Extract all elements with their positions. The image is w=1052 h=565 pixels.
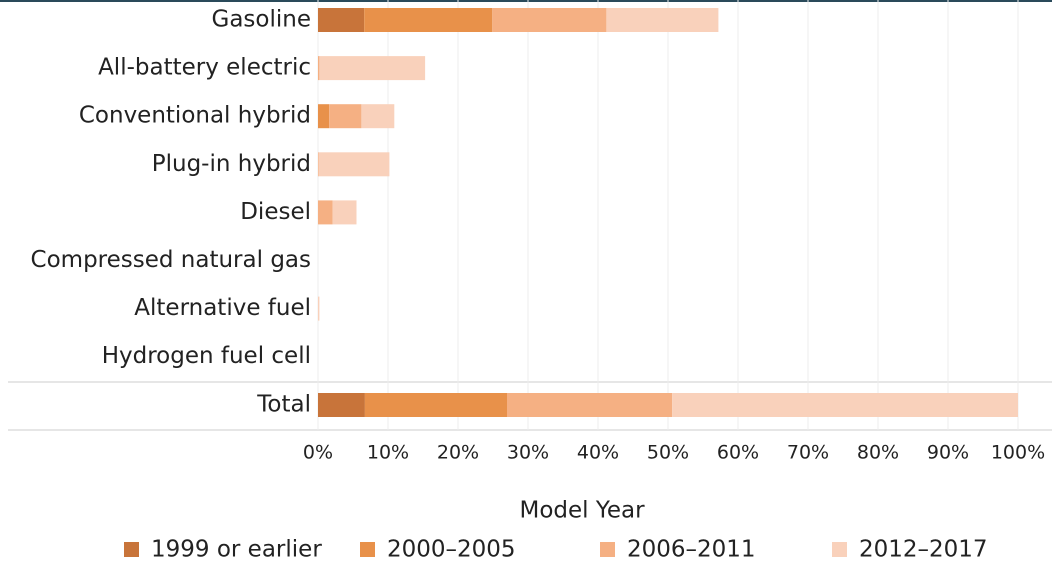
x-tick-label: 0% bbox=[303, 442, 333, 464]
bar-segment bbox=[672, 393, 1018, 417]
bar-segment bbox=[364, 393, 507, 417]
grid bbox=[317, 0, 1019, 430]
bar-segment bbox=[332, 200, 357, 225]
x-tick-label: 80% bbox=[857, 442, 899, 464]
y-tick-label: All-battery electric bbox=[98, 55, 311, 81]
y-tick-label: Total bbox=[256, 392, 311, 418]
x-tick-label: 90% bbox=[927, 442, 969, 464]
bar-segment bbox=[318, 152, 390, 177]
y-tick-label: Gasoline bbox=[212, 7, 311, 33]
bar-segment bbox=[507, 393, 673, 417]
y-tick-label: Diesel bbox=[240, 199, 311, 225]
legend-title: Model Year bbox=[519, 498, 645, 524]
bar-segment bbox=[606, 8, 719, 32]
legend-swatch bbox=[600, 542, 615, 557]
bar-segment bbox=[318, 152, 319, 177]
bar-segment bbox=[364, 8, 493, 32]
y-tick-label: Alternative fuel bbox=[134, 295, 311, 321]
y-tick-label: Compressed natural gas bbox=[31, 247, 311, 273]
legend-label: 2006–2011 bbox=[627, 537, 756, 563]
bar-segment bbox=[361, 104, 395, 129]
x-tick-label: 60% bbox=[717, 442, 759, 464]
bar-segment bbox=[318, 8, 365, 32]
legend-swatch bbox=[124, 542, 139, 557]
legend-swatch bbox=[360, 542, 375, 557]
x-tick-label: 100% bbox=[991, 442, 1045, 464]
legend-label: 2000–2005 bbox=[387, 537, 516, 563]
bar-segment bbox=[319, 56, 426, 81]
bar-segment bbox=[318, 200, 333, 225]
x-tick-label: 20% bbox=[437, 442, 479, 464]
legend-swatch bbox=[832, 542, 847, 557]
bar-segment bbox=[318, 296, 320, 321]
y-tick-label: Plug-in hybrid bbox=[152, 151, 311, 177]
y-tick-label: Conventional hybrid bbox=[79, 103, 311, 129]
bar-segment bbox=[318, 56, 320, 81]
bar-segment bbox=[318, 393, 365, 417]
legend-label: 1999 or earlier bbox=[151, 537, 322, 563]
legend-label: 2012–2017 bbox=[859, 537, 988, 563]
bar-segment bbox=[492, 8, 607, 32]
bar-segment bbox=[318, 104, 330, 129]
x-tick-label: 50% bbox=[647, 442, 689, 464]
bar-segment bbox=[329, 104, 362, 129]
x-tick-label: 30% bbox=[507, 442, 549, 464]
x-tick-label: 40% bbox=[577, 442, 619, 464]
x-tick-label: 70% bbox=[787, 442, 829, 464]
x-tick-label: 10% bbox=[367, 442, 409, 464]
y-tick-label: Hydrogen fuel cell bbox=[102, 343, 311, 369]
